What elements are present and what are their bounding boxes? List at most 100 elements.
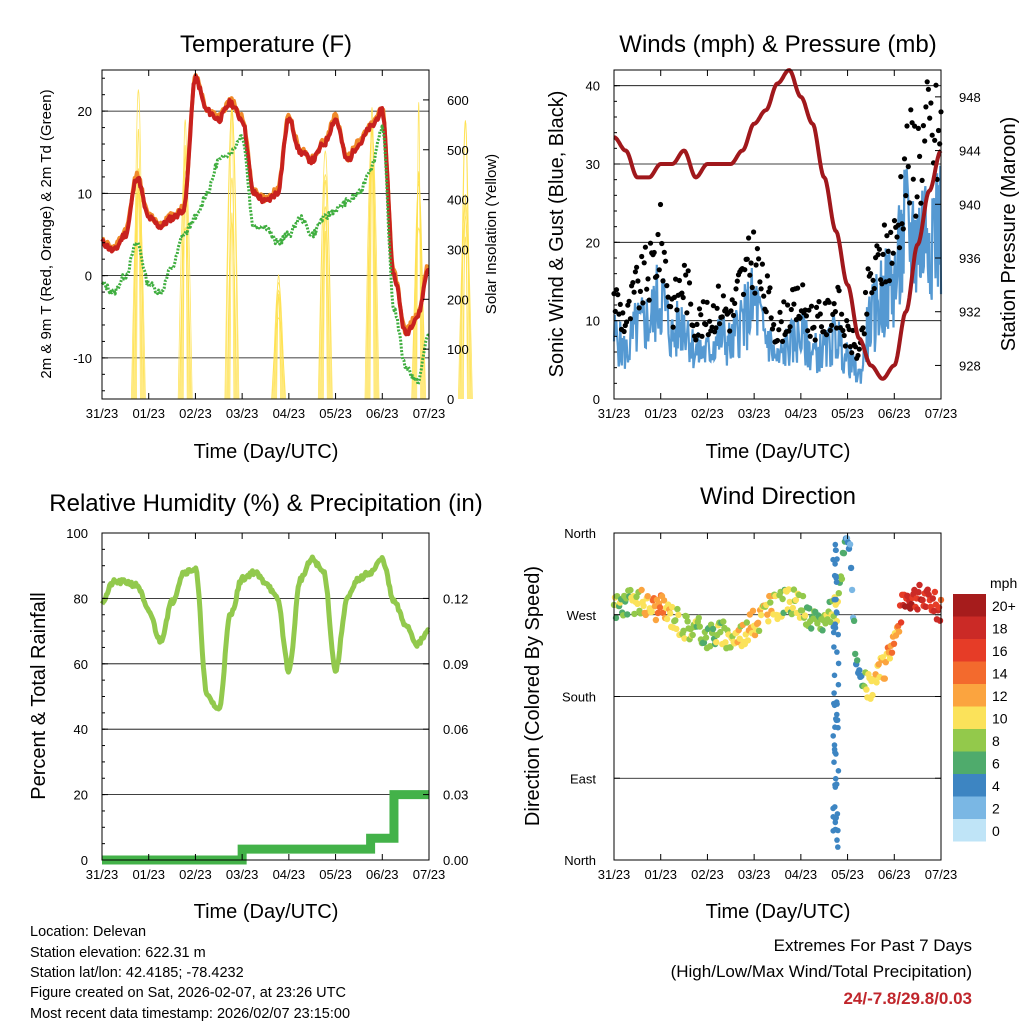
gust-point bbox=[727, 328, 733, 334]
y-tick-label: 0 bbox=[85, 269, 92, 284]
temperature-panel: Temperature (F) 31/23 01/23 02/23 03/23 04/2… bbox=[38, 31, 500, 463]
solar-insolation-line bbox=[415, 173, 423, 400]
gust-point bbox=[812, 337, 818, 343]
gust-point bbox=[684, 310, 690, 316]
gust-point bbox=[744, 256, 750, 262]
y-tick-label: 0 bbox=[81, 853, 88, 868]
y-tick-label: 60 bbox=[74, 657, 88, 672]
direction-point bbox=[886, 655, 894, 662]
gust-point bbox=[785, 302, 791, 308]
gust-point bbox=[806, 307, 812, 313]
gust-point bbox=[861, 331, 867, 337]
gust-point bbox=[839, 311, 845, 317]
direction-point bbox=[835, 681, 842, 688]
solar-ylabel: Solar Insolation (Yellow) bbox=[483, 154, 500, 314]
gust-point bbox=[641, 260, 647, 266]
y-right-tick-label: 200 bbox=[447, 292, 469, 307]
gust-point bbox=[827, 327, 833, 333]
legend-label: 20+ bbox=[992, 598, 1016, 614]
elevation-text: Station elevation: 622.31 m bbox=[30, 945, 206, 961]
legend-label: 16 bbox=[992, 643, 1008, 659]
direction-point bbox=[656, 604, 664, 611]
direction-point bbox=[835, 631, 841, 638]
gust-point bbox=[754, 246, 761, 252]
humidity-xlabel: Time (Day/UTC) bbox=[194, 901, 339, 923]
created-text: Figure created on Sat, 2026-02-07, at 23… bbox=[30, 985, 346, 1001]
direction-point bbox=[936, 617, 944, 624]
direction-point bbox=[673, 625, 680, 633]
direction-point bbox=[832, 561, 838, 567]
gust-point bbox=[659, 240, 665, 247]
gust-point bbox=[698, 312, 704, 318]
gust-point bbox=[885, 248, 891, 254]
y-right-tick-label: 0 bbox=[447, 392, 454, 407]
precipitation-line bbox=[102, 790, 429, 865]
gust-point bbox=[631, 289, 637, 295]
y-right-tick-label: 936 bbox=[959, 251, 981, 266]
direction-point bbox=[834, 837, 840, 843]
gust-point bbox=[635, 278, 641, 284]
gust-point bbox=[889, 260, 895, 266]
legend-swatch bbox=[953, 751, 986, 774]
legend-label: 4 bbox=[992, 778, 1000, 794]
direction-point bbox=[831, 644, 837, 650]
gust-point bbox=[617, 301, 623, 307]
gust-point bbox=[922, 138, 928, 144]
direction-point bbox=[830, 624, 837, 630]
gust-point bbox=[844, 318, 850, 324]
x-tick-label: 01/23 bbox=[132, 406, 165, 421]
extremes-heading: Extremes For Past 7 Days bbox=[774, 936, 972, 955]
gust-point bbox=[627, 316, 634, 322]
gust-point bbox=[620, 310, 626, 316]
gust-point bbox=[674, 307, 680, 313]
direction-point bbox=[924, 586, 931, 593]
gust-point bbox=[865, 266, 871, 272]
gust-point bbox=[676, 277, 683, 284]
direction-point bbox=[869, 691, 876, 699]
gust-point bbox=[626, 298, 632, 304]
direction-point bbox=[722, 639, 729, 646]
gust-point bbox=[795, 285, 801, 291]
direction-point bbox=[834, 649, 840, 655]
temperature-xlabel: Time (Day/UTC) bbox=[194, 441, 339, 463]
gust-point bbox=[751, 229, 757, 235]
direction-point bbox=[882, 659, 889, 666]
gust-point bbox=[817, 311, 823, 317]
legend-swatch bbox=[953, 684, 986, 707]
x-tick-label: 04/23 bbox=[785, 406, 818, 421]
direction-point bbox=[832, 724, 838, 730]
solar-insolation-line bbox=[414, 171, 424, 400]
direction-point bbox=[827, 618, 834, 626]
gust-point bbox=[767, 285, 773, 291]
direction-point bbox=[702, 634, 710, 641]
solar-insolation-line bbox=[462, 236, 469, 400]
direction-point bbox=[681, 635, 688, 642]
legend-label: 6 bbox=[992, 756, 1000, 772]
speed-legend: mph 20+ 18 16 14 12 10 8 6 4 2 0 bbox=[953, 575, 1017, 842]
direction-point bbox=[852, 650, 859, 658]
gust-point bbox=[912, 123, 918, 129]
gust-point bbox=[632, 269, 639, 275]
gust-point bbox=[685, 268, 691, 274]
y-right-tick-label: 500 bbox=[447, 143, 469, 158]
direction-point bbox=[834, 556, 840, 562]
gust-point bbox=[927, 115, 933, 121]
y-right-tick-label: 928 bbox=[959, 358, 981, 373]
direction-point bbox=[675, 611, 682, 619]
direction-point bbox=[831, 759, 837, 765]
dewpoint-2m-line bbox=[100, 124, 430, 387]
station-pressure-line bbox=[613, 68, 943, 381]
x-tick-label: 07/23 bbox=[413, 406, 446, 421]
direction-point bbox=[755, 627, 763, 634]
direction-point bbox=[929, 595, 936, 602]
relative-humidity-line bbox=[99, 554, 431, 712]
direction-point bbox=[727, 644, 734, 651]
y-right-tick-label: 0.00 bbox=[443, 853, 468, 868]
gust-point bbox=[890, 250, 896, 256]
gust-point bbox=[747, 272, 753, 278]
direction-point bbox=[831, 690, 837, 696]
direction-point bbox=[835, 768, 842, 774]
gust-point bbox=[664, 283, 670, 289]
gust-point bbox=[713, 325, 719, 331]
gust-point bbox=[636, 305, 642, 311]
